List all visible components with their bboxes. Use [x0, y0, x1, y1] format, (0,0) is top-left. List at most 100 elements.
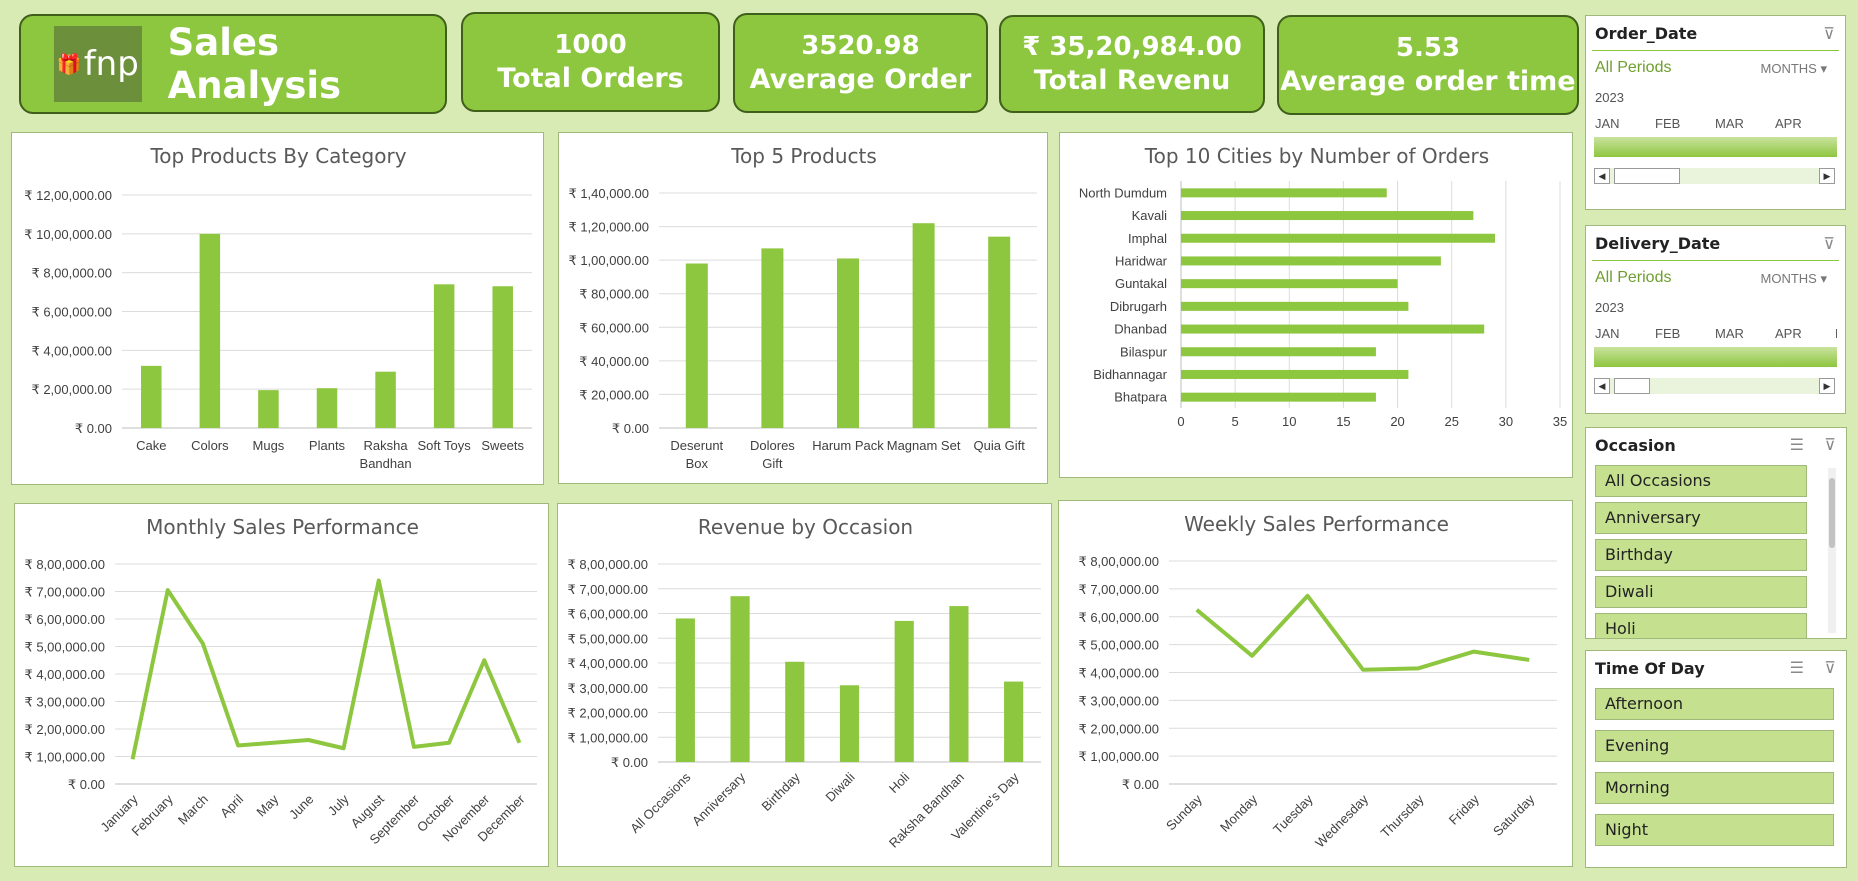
slicer-item[interactable]: Night: [1595, 814, 1834, 846]
kpi-value: 1000: [554, 30, 627, 60]
y-tick-label: ₹ 5,00,000.00: [24, 640, 105, 655]
time-level-label: MONTHS: [1760, 271, 1817, 286]
chart-top-products-by-category: Top Products By Category ₹ 0.00 ₹ 2,00,000…: [11, 132, 544, 485]
bar: [949, 606, 969, 762]
x-tick-label: Holi: [886, 769, 913, 796]
slicer-item[interactable]: Diwali: [1595, 576, 1807, 608]
bar: [375, 371, 396, 428]
y-tick-label: ₹ 6,00,000.00: [1078, 610, 1159, 625]
chart-top-5-products: Top 5 Products ₹ 0.00 ₹ 20,000.00 ₹ 40,000.…: [558, 132, 1048, 484]
clear-filter-icon[interactable]: ⊽: [1823, 236, 1835, 253]
time-level-dropdown[interactable]: MONTHS ▾: [1761, 271, 1828, 287]
bar: [785, 661, 805, 762]
y-tick-label: Imphal: [1128, 231, 1167, 246]
y-tick-label: ₹ 7,00,000.00: [567, 582, 648, 597]
scroll-right-icon[interactable]: ▶: [1819, 168, 1835, 184]
y-tick-label: ₹ 8,00,000.00: [24, 557, 105, 572]
bar: [1181, 301, 1409, 311]
scroll-right-icon[interactable]: ▶: [1819, 378, 1835, 394]
chart-revenue-by-occasion: Revenue by Occasion ₹ 0.00 ₹ 1,00,000.00 ₹ …: [557, 503, 1052, 867]
year-label: 2023: [1595, 90, 1624, 105]
slicer-occasion[interactable]: Occasion ☰ ⊽ All Occasions Anniversary B…: [1585, 427, 1847, 639]
multi-select-icon[interactable]: ☰: [1789, 660, 1804, 677]
x-tick-label: Anniversary: [689, 769, 748, 828]
x-tick-label: Monday: [1217, 791, 1261, 835]
month-labels: JAN FEB MAR APR M: [1595, 326, 1837, 341]
y-tick-label: ₹ 40,000.00: [579, 354, 649, 369]
kpi-total-revenue: ₹ 35,20,984.00 Total Revenu: [999, 15, 1265, 113]
y-tick-label: ₹ 2,00,000.00: [1078, 721, 1159, 736]
chart-title: Top 5 Products: [730, 144, 877, 168]
divider: [1592, 260, 1839, 261]
clear-filter-icon[interactable]: ⊽: [1824, 660, 1836, 677]
chevron-down-icon: ▾: [1820, 271, 1827, 286]
chart-svg: Weekly Sales Performance ₹ 0.00 ₹ 1,00,000…: [1078, 512, 1557, 851]
month-label: APR: [1775, 326, 1802, 341]
slicer-title: Time Of Day: [1595, 659, 1705, 678]
bar: [316, 388, 338, 428]
x-tick-label: Plants: [309, 438, 346, 453]
bar: [761, 248, 784, 428]
slicer-item[interactable]: Anniversary: [1595, 502, 1807, 534]
clear-filter-icon[interactable]: ⊽: [1823, 26, 1835, 43]
y-tick-label: Dhanbad: [1114, 322, 1167, 337]
bar: [433, 284, 455, 428]
x-tick-label: Wednesday: [1312, 791, 1371, 850]
y-tick-label: ₹ 5,00,000.00: [567, 631, 648, 646]
slicer-delivery-date[interactable]: Delivery_Date ⊽ All Periods MONTHS ▾ 202…: [1585, 225, 1846, 414]
y-tick-label: ₹ 12,00,000.00: [24, 188, 112, 203]
timeline-scrollbar[interactable]: ◀ ▶: [1594, 168, 1835, 184]
bar: [141, 365, 162, 428]
y-tick-label: ₹ 3,00,000.00: [567, 681, 648, 696]
chart-title: Top 10 Cities by Number of Orders: [1144, 144, 1489, 168]
slicer-item[interactable]: Birthday: [1595, 539, 1807, 571]
x-tick-label: Diwali: [822, 769, 857, 804]
month-label: M: [1835, 326, 1837, 341]
y-tick-label: ₹ 1,00,000.00: [568, 253, 649, 268]
month-label: JAN: [1595, 326, 1620, 341]
month-label: MAR: [1715, 326, 1744, 341]
period-selection[interactable]: All Periods: [1595, 59, 1672, 76]
slicer-item[interactable]: All Occasions: [1595, 465, 1807, 497]
kpi-label: Average Order: [749, 64, 972, 95]
fnp-logo: 🎁 fnp: [54, 26, 142, 102]
time-level-dropdown[interactable]: MONTHS ▾: [1761, 61, 1828, 77]
slicer-order-date[interactable]: Order_Date ⊽ All Periods MONTHS ▾ 2023 J…: [1585, 15, 1846, 210]
bar: [1181, 279, 1398, 289]
y-tick-label: Bhatpara: [1114, 390, 1168, 405]
bar: [1004, 681, 1024, 762]
y-tick-label: ₹ 8,00,000.00: [31, 266, 112, 281]
scroll-left-icon[interactable]: ◀: [1594, 378, 1610, 394]
y-tick-label: ₹ 2,00,000.00: [31, 382, 112, 397]
scroll-thumb[interactable]: [1614, 168, 1680, 184]
scroll-left-icon[interactable]: ◀: [1594, 168, 1610, 184]
scroll-thumb[interactable]: [1614, 378, 1650, 394]
slicer-item[interactable]: Morning: [1595, 772, 1834, 804]
x-tick-label: 15: [1336, 414, 1350, 429]
timeline-bar[interactable]: [1594, 347, 1837, 367]
slicer-item[interactable]: Afternoon: [1595, 688, 1834, 720]
chart-title: Top Products By Category: [149, 144, 406, 168]
chevron-down-icon: ▾: [1820, 61, 1827, 76]
x-tick-label: All Occasions: [627, 769, 694, 836]
slicer-item[interactable]: Holi: [1595, 613, 1807, 638]
x-tick-label: June: [286, 792, 317, 823]
chart-top-10-cities: Top 10 Cities by Number of Orders 0 5 10 15 2…: [1059, 132, 1573, 478]
y-tick-label: ₹ 0.00: [68, 777, 105, 792]
y-tick-label: Bidhannagar: [1093, 367, 1167, 382]
x-tick-label: 25: [1444, 414, 1458, 429]
month-label: FEB: [1655, 116, 1681, 131]
x-tick-label: July: [325, 791, 352, 818]
period-selection[interactable]: All Periods: [1595, 269, 1672, 286]
scroll-thumb[interactable]: [1829, 478, 1835, 548]
clear-filter-icon[interactable]: ⊽: [1824, 437, 1836, 454]
scrollbar[interactable]: [1828, 468, 1836, 633]
logo-text: fnp: [83, 44, 139, 84]
slicer-item[interactable]: Evening: [1595, 730, 1834, 762]
page-title: Sales Analysis: [167, 21, 342, 107]
slicer-time-of-day[interactable]: Time Of Day ☰ ⊽ Afternoon Evening Mornin…: [1585, 650, 1847, 868]
timeline-scrollbar[interactable]: ◀ ▶: [1594, 378, 1835, 394]
timeline-bar[interactable]: [1594, 137, 1837, 157]
multi-select-icon[interactable]: ☰: [1789, 437, 1804, 454]
x-tick-label: Mugs: [253, 438, 285, 453]
